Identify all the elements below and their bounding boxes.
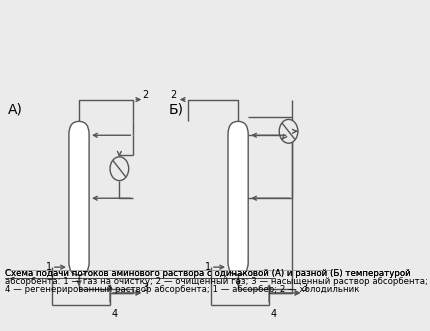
Text: 1: 1 xyxy=(205,262,211,272)
Text: Схема подачи потоков аминового раствора с одинаковой (А) и разной (Б) температур: Схема подачи потоков аминового раствора … xyxy=(5,269,411,278)
Text: 1: 1 xyxy=(46,262,52,272)
Circle shape xyxy=(279,119,298,143)
Text: абсорбента: 1 — газ на очистку; 2 — очищенный газ; 3 — насыщенный раствор абсорб: абсорбента: 1 — газ на очистку; 2 — очищ… xyxy=(5,277,428,286)
Text: Схема подачи потоков аминового раствора с одинаковой (А) и разной (Б) температур: Схема подачи потоков аминового раствора … xyxy=(5,269,411,278)
Text: Б): Б) xyxy=(168,102,183,117)
Text: 4: 4 xyxy=(271,309,277,319)
Circle shape xyxy=(110,157,129,181)
Text: 2: 2 xyxy=(143,90,149,100)
Text: 3: 3 xyxy=(302,283,308,293)
Text: 4: 4 xyxy=(112,309,118,319)
FancyBboxPatch shape xyxy=(69,121,89,275)
Text: 4 — регенерированный раствор абсорбента; 1 — абсорбер; 2 — холодильник: 4 — регенерированный раствор абсорбента;… xyxy=(5,285,360,294)
Text: А): А) xyxy=(8,102,22,117)
Text: 2: 2 xyxy=(171,90,177,100)
Text: 3: 3 xyxy=(143,283,149,293)
FancyBboxPatch shape xyxy=(228,121,248,275)
